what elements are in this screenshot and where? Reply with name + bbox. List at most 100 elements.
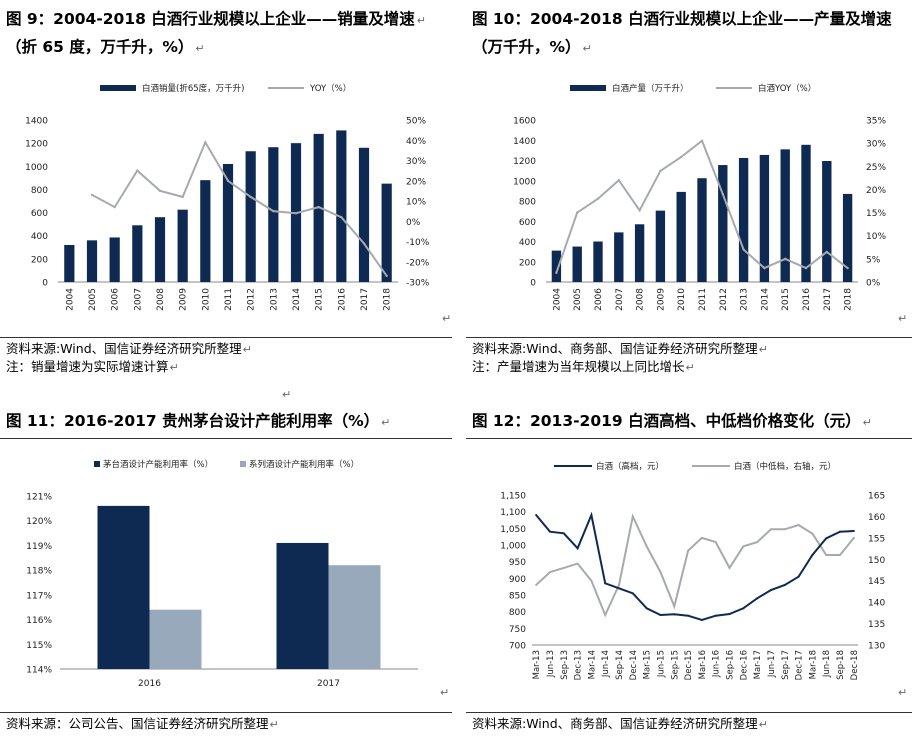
left-tick-label: 1600 <box>513 117 536 127</box>
yoy-point-2018 <box>385 274 388 278</box>
bar-2013 <box>268 147 279 282</box>
fig10-title-line2: （万千升，%） ↵ <box>472 38 592 56</box>
right-tick-label: -10% <box>406 238 430 248</box>
yoy-point-2012 <box>249 195 252 199</box>
bar-2016-series <box>149 609 202 669</box>
fig12-top-divider <box>466 438 912 439</box>
left-tick-label: 800 <box>519 198 536 208</box>
left-tick-label: 200 <box>519 258 536 268</box>
left-tick-label: 118% <box>26 567 52 577</box>
x-tick-label: 2005 <box>573 288 583 311</box>
x-tick-label: 2016 <box>802 288 812 311</box>
mid-low-point-Sep-15 <box>673 605 676 608</box>
right-tick-label: 30% <box>866 140 886 150</box>
left-tick-label: 1,000 <box>500 542 526 552</box>
yoy-point-2004 <box>555 271 558 274</box>
bar-2010 <box>200 180 211 282</box>
high-end-point-Dec-17 <box>797 575 800 578</box>
left-tick-label: 119% <box>26 542 52 552</box>
yoy-point-2015 <box>784 257 787 261</box>
fig12-title: 图 12：2013-2019 白酒高档、中低档价格变化（元） ↵ <box>472 412 872 430</box>
yoy-point-2014 <box>294 211 298 215</box>
x-tick-label: 2013 <box>269 288 279 311</box>
left-tick-label: 0 <box>42 279 48 289</box>
left-tick-label: 400 <box>31 232 48 242</box>
legend-bar-swatch <box>100 85 136 91</box>
yoy-point-2007 <box>136 169 139 172</box>
yoy-line <box>91 140 388 277</box>
x-tick-label: 2014 <box>760 288 770 311</box>
high-end-point-Mar-17 <box>756 597 759 600</box>
high-end-point-Sep-17 <box>783 584 786 586</box>
left-tick-label: 0 <box>530 279 536 289</box>
high-end-point-Sep-18 <box>839 530 842 533</box>
mid-low-point-Sep-16 <box>728 566 731 569</box>
high-end-point-Dec-18 <box>852 530 855 532</box>
fig10-title-line1: 图 10：2004-2018 白酒行业规模以上企业——产量及增速 <box>472 10 892 28</box>
bar-2009 <box>177 209 188 282</box>
fig9-chart-mark: ↵ <box>442 312 452 325</box>
fig11-divider <box>0 712 452 713</box>
right-tick-label: 0% <box>866 279 881 289</box>
right-tick-label: -30% <box>406 279 430 289</box>
x-tick-label: Mar-15 <box>643 650 653 679</box>
high-end-point-Sep-16 <box>728 613 731 615</box>
x-tick-label: 2007 <box>133 288 143 311</box>
yoy-point-2005 <box>90 193 94 197</box>
left-tick-label: 1,150 <box>500 492 526 502</box>
high-end-point-Dec-14 <box>631 592 634 595</box>
mid-low-point-Dec-17 <box>797 524 800 526</box>
fig9-divider <box>0 337 452 338</box>
x-tick-label: Sep-15 <box>670 650 680 680</box>
bar-2006 <box>109 237 120 282</box>
high-end-point-Sep-14 <box>618 587 621 590</box>
right-tick-label: 50% <box>406 117 426 127</box>
bar-2008 <box>154 217 166 282</box>
yoy-point-2013 <box>272 209 275 213</box>
x-tick-label: Sep-16 <box>726 650 736 680</box>
mid-low-point-Mar-13 <box>535 584 538 586</box>
left-tick-label: 950 <box>509 558 526 568</box>
high-end-point-Sep-15 <box>673 613 676 616</box>
bar-2006 <box>593 241 603 282</box>
mid-low-point-Jun-13 <box>548 571 551 574</box>
yoy-point-2010 <box>204 141 207 144</box>
bar-2012 <box>718 165 728 282</box>
bar-2004 <box>551 250 562 282</box>
right-tick-label: 25% <box>866 163 886 173</box>
x-tick-label: Jun-14 <box>601 650 611 678</box>
fig10-source: 资料来源:Wind、商务部、国信证券经济研究所整理↵ <box>472 341 768 356</box>
x-tick-label: 2018 <box>383 288 393 311</box>
left-tick-label: 800 <box>31 186 48 196</box>
right-tick-label: 20% <box>866 186 886 196</box>
x-tick-label: Mar-17 <box>753 650 763 679</box>
x-tick-label: 2012 <box>247 288 257 311</box>
fig11-chart: 114% 115% 116% 117% 118% 119% 120% 121% 2016 2017… <box>26 459 418 689</box>
x-tick-label: 2015 <box>781 288 791 311</box>
left-tick-label: 115% <box>26 641 52 651</box>
legend-line-label: 白酒YOY（%） <box>758 83 816 94</box>
mid-low-point-Mar-17 <box>756 541 759 544</box>
fig11-source: 资料来源：公司公告、国信证券经济研究所整理↵ <box>6 716 279 731</box>
legend-high-label: 白酒（高档，元） <box>596 461 664 472</box>
fig12-divider <box>466 712 912 713</box>
x-tick-label: Sep-13 <box>560 650 570 680</box>
left-tick-label: 1,100 <box>500 508 526 518</box>
right-tick-label: 155 <box>868 534 885 544</box>
high-end-point-Mar-16 <box>700 619 703 621</box>
x-tick-label: Sep-17 <box>781 650 791 680</box>
right-tick-label: 140 <box>868 599 885 609</box>
left-tick-label: 1200 <box>25 140 48 150</box>
bar-2017-moutai <box>276 542 329 669</box>
yoy-point-2006 <box>596 197 600 200</box>
x-tick-label: Jun-16 <box>712 650 722 678</box>
yoy-point-2009 <box>181 195 184 199</box>
legend-low-label: 白酒（中低档，右轴，元） <box>734 461 836 472</box>
high-end-price-line <box>535 511 854 622</box>
mid-low-point-Jun-18 <box>825 554 828 556</box>
high-end-point-Jun-16 <box>714 614 717 617</box>
mid-low-point-Mar-18 <box>811 532 814 535</box>
x-tick-label: Dec-16 <box>739 650 749 680</box>
left-tick-label: 900 <box>509 575 526 585</box>
x-tick-label: 2004 <box>65 288 75 311</box>
